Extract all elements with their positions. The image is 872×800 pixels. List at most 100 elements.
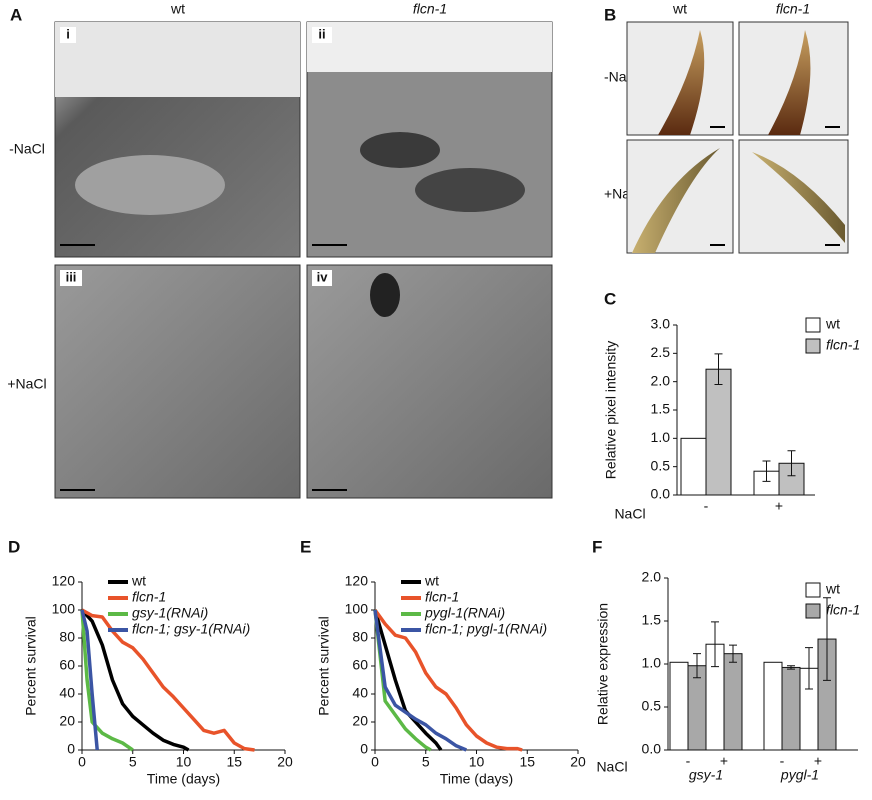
error-bar (787, 665, 795, 670)
y-tick-label: 1.0 (651, 429, 671, 445)
bar (705, 368, 732, 496)
x-tick-label: 10 (469, 754, 485, 770)
x-axis-label: Time (days) (147, 771, 220, 787)
bar (763, 661, 783, 751)
survival-curve (373, 609, 468, 752)
x-tick-label: 5 (129, 754, 137, 770)
panel-label: F (592, 537, 602, 556)
y-tick-label: 60 (352, 657, 368, 673)
y-tick-label: 0.5 (651, 457, 671, 473)
y-tick-label: 2.0 (642, 569, 662, 585)
survival-curve (373, 608, 523, 752)
y-tick-label: 80 (59, 629, 75, 645)
legend-label: pygl-1(RNAi) (424, 605, 505, 621)
x-axis-label: NaCl (614, 506, 645, 522)
y-tick-label: 40 (352, 685, 368, 701)
group-label: pygl-1 (780, 767, 819, 783)
legend-label: flcn-1 (826, 337, 860, 353)
y-tick-label: 20 (59, 713, 75, 729)
x-tick-label: 0 (78, 754, 86, 770)
y-tick-label: 0 (67, 741, 75, 757)
legend-label: flcn-1; gsy-1(RNAi) (132, 621, 250, 637)
x-tick-label: 10 (176, 754, 192, 770)
survival-curve (80, 609, 99, 751)
bar (680, 437, 707, 496)
legend-swatch (805, 317, 821, 333)
error-bar (823, 597, 831, 681)
x-axis-label: NaCl (596, 759, 627, 775)
x-tick-label: 20 (570, 754, 586, 770)
x-axis-label: Time (days) (440, 771, 513, 787)
panel-label: D (8, 537, 20, 556)
row-label: -NaCl (9, 141, 45, 157)
row-label: +NaCl (7, 376, 46, 392)
y-tick-label: 100 (52, 601, 76, 617)
y-tick-label: 120 (52, 573, 76, 589)
x-tick-label: + (775, 498, 783, 514)
x-tick-label: 20 (277, 754, 293, 770)
y-tick-label: 1.5 (642, 612, 662, 628)
subpanel-label: i (66, 26, 70, 41)
legend-label: flcn-1; pygl-1(RNAi) (425, 621, 547, 637)
error-bar (805, 647, 813, 690)
bar (669, 661, 689, 751)
legend-label: wt (825, 316, 840, 332)
x-tick-label: - (704, 498, 709, 514)
x-tick-label: - (780, 753, 785, 769)
bar (781, 666, 801, 751)
column-label: wt (672, 1, 687, 17)
micrographs (54, 21, 553, 499)
legend-label: flcn-1 (826, 602, 860, 618)
panel-label: A (10, 5, 22, 24)
legend-label: wt (424, 573, 439, 589)
error-bar (762, 460, 771, 482)
x-tick-label: 0 (371, 754, 379, 770)
y-tick-label: 1.0 (642, 655, 662, 671)
column-label: flcn-1 (776, 1, 810, 17)
error-bar (711, 621, 719, 668)
x-tick-label: - (686, 753, 691, 769)
y-tick-label: 20 (352, 713, 368, 729)
y-axis-label: Percent survival (23, 616, 39, 716)
survival-curve (80, 608, 190, 752)
y-tick-label: 100 (345, 601, 369, 617)
error-bar (787, 450, 796, 477)
panel-label: C (604, 289, 616, 308)
subpanel-label: iv (317, 269, 329, 284)
y-axis-label: Relative expression (595, 603, 611, 725)
group-label: gsy-1 (689, 767, 723, 783)
panel-label: E (300, 537, 311, 556)
bar (687, 665, 707, 751)
legend-label: wt (131, 573, 146, 589)
legend-label: wt (825, 581, 840, 597)
error-bar (714, 353, 723, 385)
legend-label: gsy-1(RNAi) (132, 605, 208, 621)
y-tick-label: 1.5 (651, 401, 671, 417)
bar (723, 653, 743, 751)
x-tick-label: 5 (422, 754, 430, 770)
column-label: wt (170, 1, 185, 17)
legend-swatch (805, 582, 821, 598)
error-bar (729, 644, 737, 663)
y-axis-label: Relative pixel intensity (603, 341, 619, 480)
legend-label: flcn-1 (425, 589, 459, 605)
x-tick-label: + (814, 753, 822, 769)
worm-images (626, 21, 849, 254)
survival-curve (373, 609, 432, 752)
x-tick-label: + (720, 753, 728, 769)
x-tick-label: 15 (226, 754, 242, 770)
error-bar (693, 653, 701, 679)
survival-curve (80, 609, 134, 752)
subpanel-label: ii (318, 26, 325, 41)
x-tick-label: 15 (519, 754, 535, 770)
y-tick-label: 0.0 (642, 741, 662, 757)
y-tick-label: 0 (360, 741, 368, 757)
y-tick-label: 0.5 (642, 698, 662, 714)
y-tick-label: 2.5 (651, 344, 671, 360)
y-tick-label: 60 (59, 657, 75, 673)
y-tick-label: 80 (352, 629, 368, 645)
y-tick-label: 2.0 (651, 372, 671, 388)
y-tick-label: 3.0 (651, 316, 671, 332)
subpanel-label: iii (66, 269, 77, 284)
column-label: flcn-1 (413, 1, 447, 17)
